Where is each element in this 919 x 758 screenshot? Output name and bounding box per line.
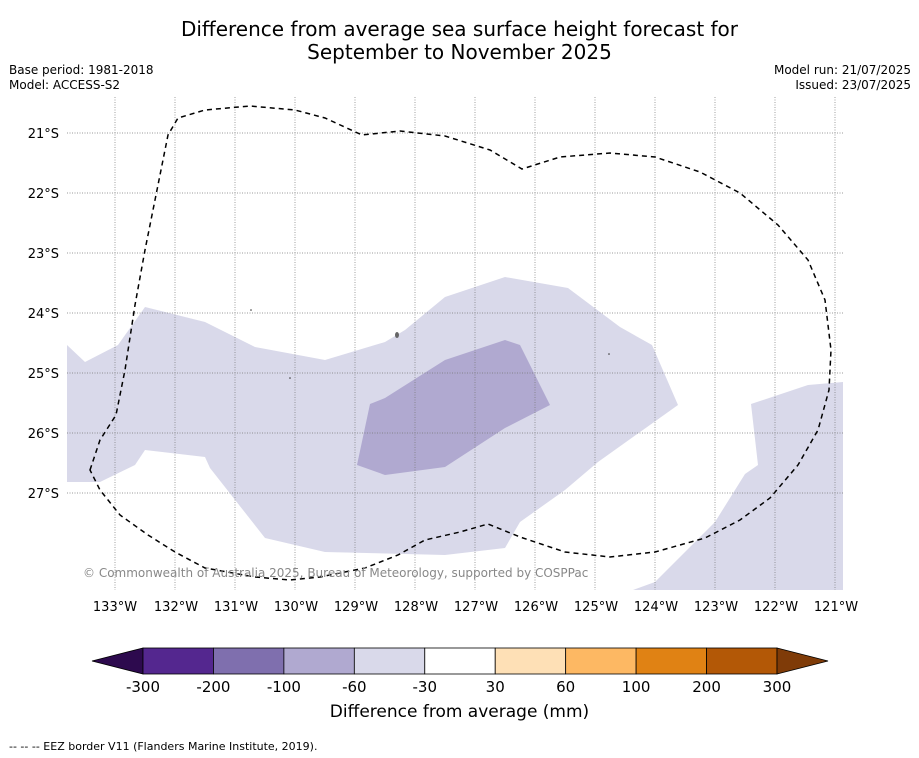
colorbar-segment: [494, 647, 567, 675]
lat-label: 23°S: [28, 247, 59, 262]
colorbar-tick-label: 100: [622, 678, 651, 696]
lon-labels: 133°W 132°W 131°W 130°W 129°W 128°W 127°…: [93, 600, 858, 615]
colorbar-extend-low: [91, 647, 144, 675]
lon-label: 126°W: [514, 600, 558, 615]
lon-label: 122°W: [754, 600, 798, 615]
lat-label: 26°S: [28, 427, 59, 442]
lon-label: 130°W: [274, 600, 318, 615]
island-marker: [608, 353, 610, 355]
anomaly-region-medium: [357, 340, 550, 475]
copyright-notice: © Commonwealth of Australia 2025, Bureau…: [83, 566, 588, 580]
model-name: Model: ACCESS-S2: [9, 78, 121, 92]
colorbar-tick-label: -30: [413, 678, 438, 696]
colorbar-segment: [706, 647, 778, 675]
colorbar-tick-label: -60: [342, 678, 367, 696]
lon-label: 132°W: [154, 600, 198, 615]
lon-label: 123°W: [694, 600, 738, 615]
lat-label: 24°S: [28, 307, 59, 322]
lon-label: 128°W: [394, 600, 438, 615]
issued-date: Issued: 23/07/2025: [795, 78, 911, 92]
colorbar-segment: [635, 647, 707, 675]
model-run: Model run: 21/07/2025: [773, 63, 911, 77]
base-period: Base period: 1981-2018: [9, 63, 154, 77]
island-marker: [289, 377, 291, 379]
colorbar-tick-label: 300: [763, 678, 792, 696]
colorbar-tick-label: -200: [196, 678, 230, 696]
ssh-anomaly-field: [67, 277, 843, 590]
lat-label: 25°S: [28, 367, 59, 382]
lon-label: 129°W: [334, 600, 378, 615]
meta-left: Base period: 1981-2018 Model: ACCESS-S2: [9, 63, 154, 93]
colorbar: [91, 647, 829, 675]
colorbar-label: Difference from average (mm): [329, 702, 590, 722]
gridlines: [67, 97, 843, 590]
anomaly-region-light-east: [633, 382, 843, 590]
colorbar-segment: [213, 647, 285, 675]
colorbar-tick-label: -100: [267, 678, 301, 696]
lon-label: 121°W: [814, 600, 858, 615]
island-marker: [395, 332, 399, 338]
eez-legend-note: -- -- -- EEZ border V11 (Flanders Marine…: [9, 740, 318, 753]
colorbar-tick-label: 200: [692, 678, 721, 696]
lon-label: 124°W: [634, 600, 678, 615]
colorbar-tick-label: -300: [126, 678, 160, 696]
lat-label: 21°S: [28, 127, 59, 142]
colorbar-segment: [283, 647, 355, 675]
lat-label: 27°S: [28, 487, 59, 502]
colorbar-extend-high: [776, 647, 829, 675]
lon-label: 133°W: [93, 600, 137, 615]
colorbar-ticks: -300 -200 -100 -60 -30 30 60 100 200 300: [126, 678, 791, 696]
meta-right: Model run: 21/07/2025 Issued: 23/07/2025: [774, 63, 911, 93]
lat-label: 22°S: [28, 187, 59, 202]
eez-border: [89, 105, 832, 581]
colorbar-segment: [353, 647, 426, 675]
colorbar-segment: [142, 647, 214, 675]
colorbar-tick-label: 30: [486, 678, 505, 696]
lon-label: 127°W: [454, 600, 498, 615]
lon-label: 125°W: [574, 600, 618, 615]
island-marker: [250, 309, 252, 311]
title-line-2: September to November 2025: [307, 40, 612, 64]
colorbar-segment: [424, 647, 496, 675]
colorbar-segment: [565, 647, 637, 675]
lat-labels: 21°S 22°S 23°S 24°S 25°S 26°S 27°S: [28, 127, 59, 502]
title-line-1: Difference from average sea surface heig…: [180, 17, 739, 41]
map-title: Difference from average sea surface heig…: [0, 18, 919, 64]
lon-label: 131°W: [214, 600, 258, 615]
colorbar-tick-label: 60: [556, 678, 575, 696]
